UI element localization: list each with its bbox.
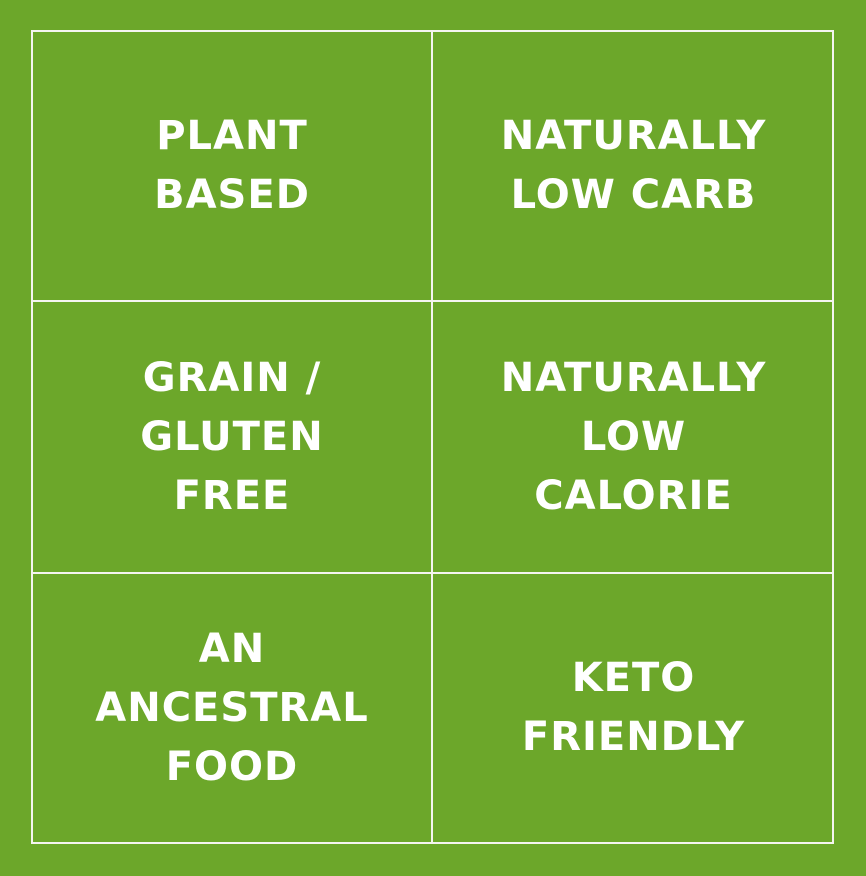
- cell-plant-based: PLANT BASED: [33, 32, 433, 302]
- benefits-grid: PLANT BASED NATURALLY LOW CARB GRAIN / G…: [31, 30, 834, 844]
- cell-grain-gluten-free: GRAIN / GLUTEN FREE: [33, 302, 433, 574]
- cell-naturally-low-carb: NATURALLY LOW CARB: [433, 32, 834, 302]
- cell-ancestral-food: AN ANCESTRAL FOOD: [33, 574, 433, 842]
- cell-keto-friendly: KETO FRIENDLY: [521, 655, 746, 760]
- cell-naturally-low-calorie: NATURALLY LOW CALORIE: [433, 302, 834, 574]
